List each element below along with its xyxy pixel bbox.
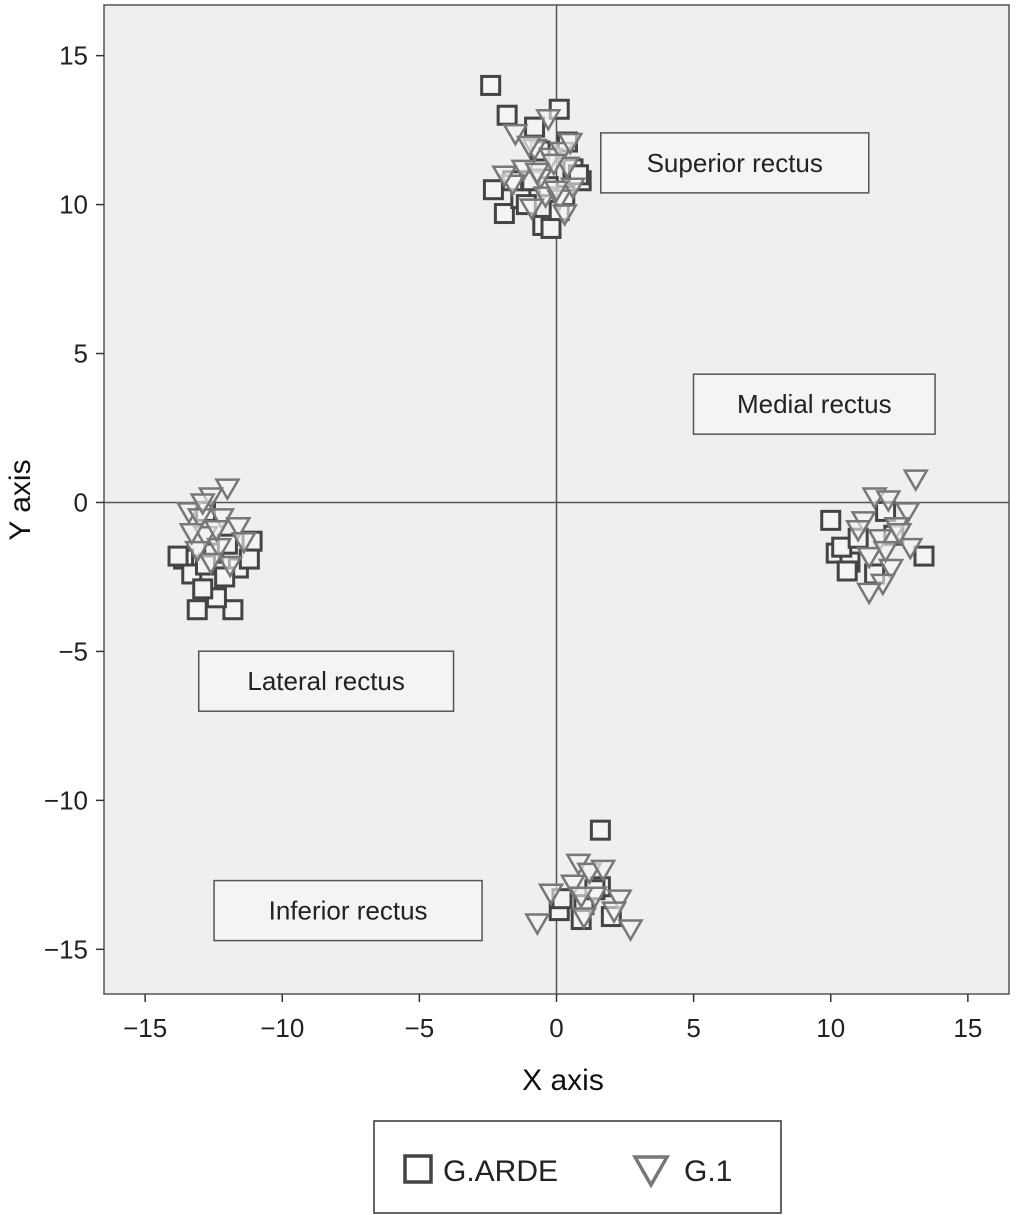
data-point-triangle [600,901,628,925]
data-point-triangle [844,520,872,543]
data-point-triangle [216,555,244,579]
data-point-triangle [617,919,644,942]
data-point-triangle [894,502,921,525]
data-point-triangle [902,469,929,493]
data-point-triangle [557,132,584,156]
legend-triangle-icon [631,1155,671,1189]
series-g-arde [167,74,935,931]
y-tick-label: 10 [59,190,88,220]
data-point-square [820,509,842,531]
data-point-triangle [543,180,570,204]
y-tick-label: −10 [44,785,88,815]
data-point-triangle [886,523,913,546]
data-point-square [589,819,611,841]
x-axis-title: X axis [522,1064,604,1097]
annotation-label: Superior rectus [647,148,823,178]
data-point-square [836,560,858,582]
data-point-triangle [491,165,518,189]
series-g-1 [175,108,929,942]
annotation-box [692,373,936,435]
annotation-label: Inferior rectus [269,896,428,926]
annotation-label: Medial rectus [737,389,892,419]
annotation-label: Lateral rectus [247,666,405,696]
data-point-square [167,545,189,567]
data-point-square [540,217,562,239]
data-point-triangle [576,862,603,886]
data-point-triangle [855,546,883,570]
data-point-triangle [524,913,551,937]
data-point-triangle [606,889,633,913]
data-point-square [524,116,546,138]
data-point-triangle [230,531,258,555]
data-point-triangle [524,162,551,186]
data-point-triangle [225,517,252,540]
data-point-triangle [551,204,578,228]
annotation-box [213,879,483,942]
data-point-triangle [515,135,543,159]
annotation-box [197,650,455,712]
data-point-triangle [197,552,225,576]
y-axis-title: Y axis [4,459,37,540]
data-point-triangle [559,874,587,898]
data-point-square [480,74,502,96]
series-layer [167,74,935,942]
data-point-triangle [568,886,595,910]
ticks: −15 −10 −5 0 5 10 15 −15 −10 −5 0 5 10 15 [44,41,982,1043]
data-point-square [496,104,518,126]
data-point-triangle [872,540,899,564]
legend-square-icon [403,1154,433,1184]
data-point-triangle [897,537,924,561]
annotation-superior-rectus: Superior rectus [600,132,870,194]
data-point-triangle [866,528,894,552]
y-tick-label: 15 [59,41,88,71]
data-point-triangle [875,490,902,513]
y-tick-label: 5 [74,339,88,369]
data-point-triangle [554,156,581,180]
data-point-triangle [189,493,216,516]
annotation-medial-rectus: Medial rectus [692,373,936,435]
data-point-square [913,545,935,567]
annotation-inferior-rectus: Inferior rectus [213,879,483,942]
data-point-triangle [877,558,905,582]
data-point-square [192,578,214,600]
legend-label-g-1: G.1 [684,1155,732,1188]
annotation-box [600,132,870,194]
data-point-triangle [203,520,230,543]
x-tick-label: −5 [405,1013,435,1043]
annotation-lateral-rectus: Lateral rectus [197,650,455,712]
data-point-triangle [206,537,233,561]
x-tick-label: −10 [260,1013,304,1043]
data-point-square [186,599,208,621]
legend: G.ARDE G.1 [373,1120,782,1214]
data-point-square [222,599,244,621]
data-point-triangle [855,582,883,606]
x-tick-label: 10 [816,1013,845,1043]
x-tick-label: −15 [123,1013,167,1043]
data-point-triangle [502,123,529,147]
annotations: Superior rectus Medial rectus Lateral rect… [197,132,936,942]
data-point-triangle [535,108,562,132]
data-point-triangle [518,198,545,222]
data-point-square [482,179,504,201]
y-tick-label: −15 [44,934,88,964]
legend-box [373,1120,782,1214]
data-point-square [493,203,515,225]
x-tick-label: 15 [953,1013,982,1043]
x-tick-label: 5 [686,1013,700,1043]
data-point-triangle [537,883,565,907]
data-point-triangle [589,859,617,883]
data-point-triangle [178,523,205,546]
data-point-triangle [184,540,211,564]
x-tick-label: 0 [549,1013,563,1043]
data-point-triangle [570,907,598,931]
legend-label-g-arde: G.ARDE [443,1155,558,1188]
y-tick-label: −5 [58,636,88,666]
y-tick-label: 0 [74,487,88,517]
